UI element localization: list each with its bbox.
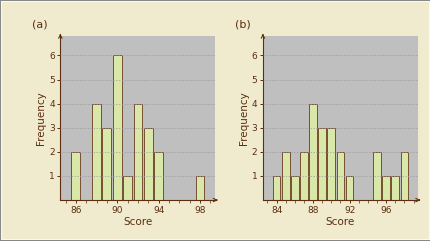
Bar: [71, 152, 80, 200]
Bar: [290, 176, 298, 200]
X-axis label: Score: Score: [325, 217, 354, 227]
Bar: [102, 128, 111, 200]
Bar: [372, 152, 380, 200]
X-axis label: Score: Score: [123, 217, 152, 227]
Bar: [133, 104, 142, 200]
Text: (b): (b): [234, 20, 250, 30]
Bar: [144, 128, 152, 200]
Bar: [113, 55, 121, 200]
Bar: [318, 128, 326, 200]
Bar: [195, 176, 204, 200]
Bar: [308, 104, 316, 200]
Bar: [381, 176, 389, 200]
Y-axis label: Frequency: Frequency: [36, 91, 46, 145]
Bar: [399, 152, 407, 200]
Y-axis label: Frequency: Frequency: [238, 91, 248, 145]
Bar: [154, 152, 163, 200]
Bar: [345, 176, 353, 200]
Bar: [390, 176, 398, 200]
Bar: [272, 176, 280, 200]
Bar: [281, 152, 289, 200]
Text: (a): (a): [32, 20, 48, 30]
Bar: [123, 176, 132, 200]
Bar: [92, 104, 101, 200]
Bar: [299, 152, 307, 200]
Bar: [327, 128, 335, 200]
Bar: [336, 152, 344, 200]
